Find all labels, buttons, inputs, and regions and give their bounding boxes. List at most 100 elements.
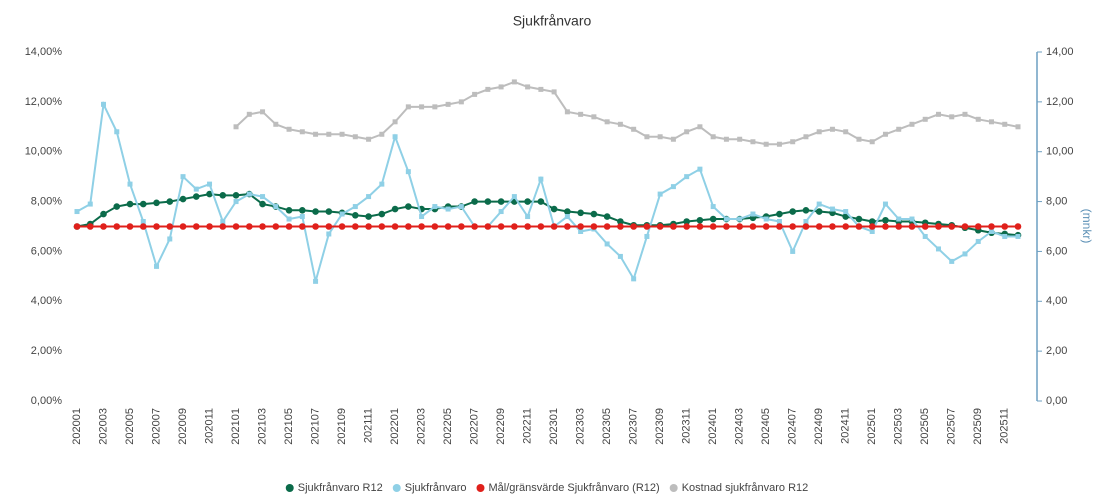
point	[617, 121, 623, 127]
point	[497, 223, 505, 230]
point	[882, 201, 888, 207]
point	[100, 223, 107, 230]
x-tick-label: 202209	[495, 408, 507, 445]
point	[868, 223, 876, 230]
point	[550, 205, 558, 213]
y-tick-label: 12,00%	[25, 96, 63, 108]
x-tick-label: 202105	[283, 408, 295, 445]
point	[591, 114, 597, 120]
point	[299, 129, 305, 135]
point	[868, 218, 876, 225]
point	[339, 131, 345, 137]
point	[935, 246, 941, 252]
point	[590, 210, 598, 218]
point	[882, 223, 889, 230]
x-tick-label: 202401	[707, 408, 719, 445]
legend-marker	[392, 484, 401, 492]
point	[855, 223, 863, 230]
point	[139, 200, 147, 208]
point	[750, 211, 756, 217]
point	[260, 109, 266, 115]
point	[683, 223, 690, 230]
point	[815, 208, 823, 215]
point	[578, 228, 584, 234]
point	[949, 258, 955, 264]
point	[299, 223, 306, 230]
y-tick-label: 4,00%	[31, 295, 62, 307]
point	[101, 101, 107, 107]
point	[431, 223, 439, 230]
x-tick-label: 202207	[469, 408, 481, 445]
x-tick-label: 202109	[336, 408, 348, 445]
point	[763, 141, 769, 147]
point	[86, 223, 94, 230]
x-tick-label: 202307	[628, 408, 640, 445]
point	[684, 174, 690, 180]
point	[550, 223, 558, 230]
y2-tick-label: 0,00	[1046, 395, 1067, 407]
point	[154, 263, 160, 269]
x-tick-label: 202205	[442, 408, 454, 445]
point	[325, 223, 333, 230]
point	[869, 139, 875, 145]
point	[723, 136, 729, 142]
point	[259, 223, 266, 230]
point	[709, 215, 717, 223]
point	[179, 223, 187, 230]
point	[617, 218, 624, 225]
point	[975, 238, 981, 244]
point	[153, 199, 160, 207]
point	[126, 223, 134, 230]
point	[260, 194, 266, 200]
point	[192, 193, 200, 200]
x-tick-label: 202405	[760, 408, 772, 445]
x-tick-label: 202409	[813, 408, 825, 445]
point	[325, 208, 333, 215]
point	[856, 136, 862, 142]
point	[445, 101, 451, 107]
point	[790, 139, 796, 145]
point	[339, 211, 345, 217]
point	[113, 203, 121, 210]
point	[206, 190, 213, 198]
x-tick-label: 202101	[230, 408, 242, 445]
point	[988, 119, 994, 125]
point	[392, 134, 398, 140]
point	[803, 219, 809, 225]
point	[167, 236, 173, 242]
x-tick-label: 202501	[866, 408, 878, 445]
point	[697, 124, 703, 130]
point	[1015, 124, 1021, 130]
point	[232, 223, 240, 230]
x-tick-label: 202011	[203, 408, 215, 444]
point	[948, 223, 956, 230]
point	[564, 214, 570, 220]
x-tick-label: 202111	[362, 408, 374, 443]
legend-marker	[285, 484, 294, 492]
point	[312, 208, 319, 215]
point	[816, 201, 822, 207]
y2-tick-label: 6,00	[1046, 245, 1067, 257]
point	[643, 223, 651, 230]
point	[604, 119, 610, 125]
point	[391, 205, 399, 213]
point	[1002, 233, 1008, 239]
point	[696, 223, 704, 230]
point	[789, 223, 796, 230]
point	[802, 206, 810, 214]
point	[220, 219, 226, 225]
point	[644, 233, 650, 239]
point	[286, 216, 292, 222]
point	[153, 223, 160, 230]
point	[273, 121, 279, 127]
point	[192, 223, 200, 230]
point	[418, 223, 425, 230]
y-tick-label: 6,00%	[31, 245, 62, 257]
point	[815, 223, 823, 230]
point	[445, 206, 451, 212]
point	[803, 134, 809, 140]
x-tick-label: 202407	[787, 408, 799, 445]
point	[166, 198, 174, 205]
point	[405, 223, 412, 230]
point	[988, 228, 994, 234]
